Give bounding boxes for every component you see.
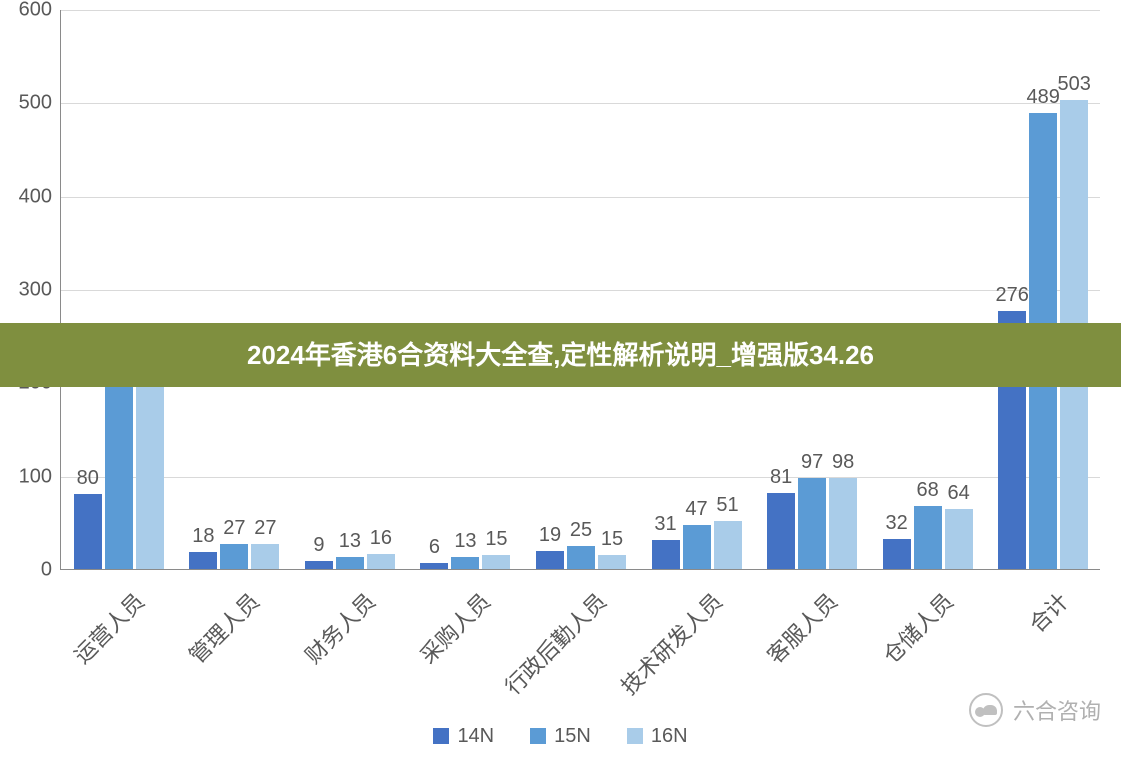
bar-value-label: 276 [996, 284, 1029, 307]
legend-swatch [627, 728, 643, 744]
bar-value-label: 81 [770, 466, 792, 489]
overlay-text: 2024年香港6合资料大全查,定性解析说明_增强版34.26 [247, 340, 874, 370]
bar-value-label: 16 [370, 527, 392, 550]
x-tick-label: 行政后勤人员 [497, 585, 613, 701]
gridline [61, 10, 1100, 11]
legend-item: 15N [530, 725, 591, 748]
bar-value-label: 9 [313, 534, 324, 557]
bar-value-label: 97 [801, 451, 823, 474]
legend-label: 16N [651, 725, 688, 748]
bar-value-label: 19 [539, 524, 561, 547]
legend: 14N 15N 16N [0, 725, 1121, 750]
bar [251, 544, 279, 569]
bar-value-label: 6 [429, 536, 440, 559]
legend-item: 16N [627, 725, 688, 748]
bar-value-label: 32 [886, 512, 908, 535]
bar [945, 509, 973, 569]
bar-value-label: 503 [1058, 73, 1091, 96]
bar [914, 506, 942, 569]
bar [420, 563, 448, 569]
bar [136, 366, 164, 569]
bar-value-label: 13 [454, 530, 476, 553]
bar [567, 546, 595, 569]
bar-value-label: 15 [485, 528, 507, 551]
x-tick-label: 合计 [1021, 585, 1075, 639]
x-tick-label: 管理人员 [181, 585, 266, 670]
bar [798, 478, 826, 569]
bar [683, 525, 711, 569]
x-tick-label: 运营人员 [66, 585, 151, 670]
gridline [61, 197, 1100, 198]
bar [714, 521, 742, 569]
bar-value-label: 27 [223, 517, 245, 540]
legend-item: 14N [433, 725, 494, 748]
bar [598, 555, 626, 569]
bar [105, 383, 133, 569]
watermark-text: 六合咨询 [1013, 694, 1101, 726]
watermark: 六合咨询 [969, 693, 1101, 727]
bar-value-label: 47 [685, 498, 707, 521]
y-axis: 0100200300400500600 [10, 10, 60, 570]
bar [767, 493, 795, 569]
bar-value-label: 80 [77, 467, 99, 490]
bar [336, 557, 364, 569]
gridline [61, 103, 1100, 104]
bar-value-label: 68 [917, 479, 939, 502]
chart-container: 0100200300400500600 80199217182727913166… [60, 10, 1100, 570]
x-tick-label: 采购人员 [412, 585, 497, 670]
y-tick-label: 600 [19, 0, 52, 22]
legend-label: 15N [554, 725, 591, 748]
y-tick-label: 300 [19, 279, 52, 302]
bar [367, 554, 395, 569]
bar-value-label: 13 [339, 530, 361, 553]
bar [74, 494, 102, 569]
gridline [61, 290, 1100, 291]
bar [220, 544, 248, 569]
bar-value-label: 27 [254, 517, 276, 540]
bar [482, 555, 510, 569]
x-tick-label: 仓储人员 [874, 585, 959, 670]
overlay-banner: 2024年香港6合资料大全查,定性解析说明_增强版34.26 [0, 323, 1121, 387]
legend-swatch [433, 728, 449, 744]
plot-area: 8019921718272791316613151925153147518197… [60, 10, 1100, 570]
legend-label: 14N [457, 725, 494, 748]
x-axis-labels: 运营人员管理人员财务人员采购人员行政后勤人员技术研发人员客服人员仓储人员合计 [60, 575, 1100, 695]
bar-value-label: 98 [832, 451, 854, 474]
bar-value-label: 51 [716, 494, 738, 517]
legend-swatch [530, 728, 546, 744]
bar [189, 552, 217, 569]
bar [829, 478, 857, 569]
bar-value-label: 64 [948, 482, 970, 505]
gridline [61, 477, 1100, 478]
bar [883, 539, 911, 569]
bar-value-label: 18 [192, 525, 214, 548]
y-tick-label: 0 [41, 559, 52, 582]
bar [451, 557, 479, 569]
wechat-icon [969, 693, 1003, 727]
bar [652, 540, 680, 569]
x-tick-label: 技术研发人员 [612, 585, 728, 701]
y-tick-label: 500 [19, 92, 52, 115]
y-tick-label: 400 [19, 185, 52, 208]
bar-value-label: 31 [654, 513, 676, 536]
bar [305, 561, 333, 569]
x-tick-label: 财务人员 [297, 585, 382, 670]
bar-value-label: 25 [570, 519, 592, 542]
y-tick-label: 100 [19, 465, 52, 488]
bar-value-label: 15 [601, 528, 623, 551]
x-tick-label: 客服人员 [759, 585, 844, 670]
bar [536, 551, 564, 569]
bar-value-label: 489 [1027, 86, 1060, 109]
